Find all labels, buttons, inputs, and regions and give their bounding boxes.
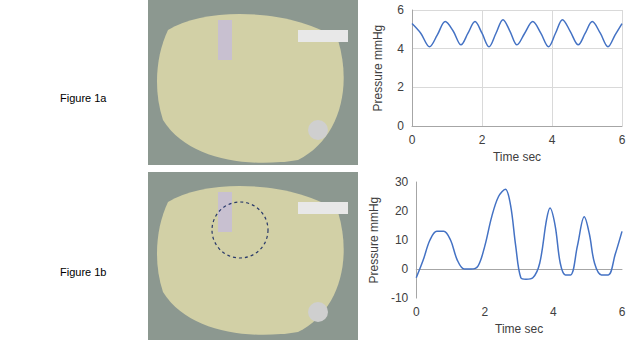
- svg-text:6: 6: [619, 305, 626, 319]
- html-text:Figure 1b: Figure 1b: [60, 266, 107, 278]
- svg-text:-10: -10: [391, 291, 409, 305]
- svg-text:6: 6: [619, 133, 626, 147]
- svg-text:2: 2: [479, 133, 486, 147]
- svg-text:0: 0: [397, 119, 404, 133]
- svg-text:4: 4: [397, 42, 404, 56]
- svg-text:2: 2: [397, 80, 404, 94]
- svg-text:Time sec: Time sec: [493, 150, 541, 164]
- svg-text:30: 30: [395, 175, 409, 189]
- svg-text:20: 20: [395, 204, 409, 218]
- svg-text:0: 0: [413, 305, 420, 319]
- svg-text:Pressure mmHg: Pressure mmHg: [371, 25, 385, 112]
- svg-text:4: 4: [550, 305, 557, 319]
- svg-text:Time sec: Time sec: [495, 322, 543, 336]
- html-text:Figure 1a: Figure 1a: [60, 92, 107, 104]
- svg-text:2: 2: [481, 305, 488, 319]
- svg-text:10: 10: [395, 233, 409, 247]
- svg-text:0: 0: [409, 133, 416, 147]
- svg-text:0: 0: [402, 262, 409, 276]
- svg-text:4: 4: [549, 133, 556, 147]
- svg-text:6: 6: [397, 3, 404, 17]
- svg-text:Pressure mmHg: Pressure mmHg: [367, 197, 381, 284]
